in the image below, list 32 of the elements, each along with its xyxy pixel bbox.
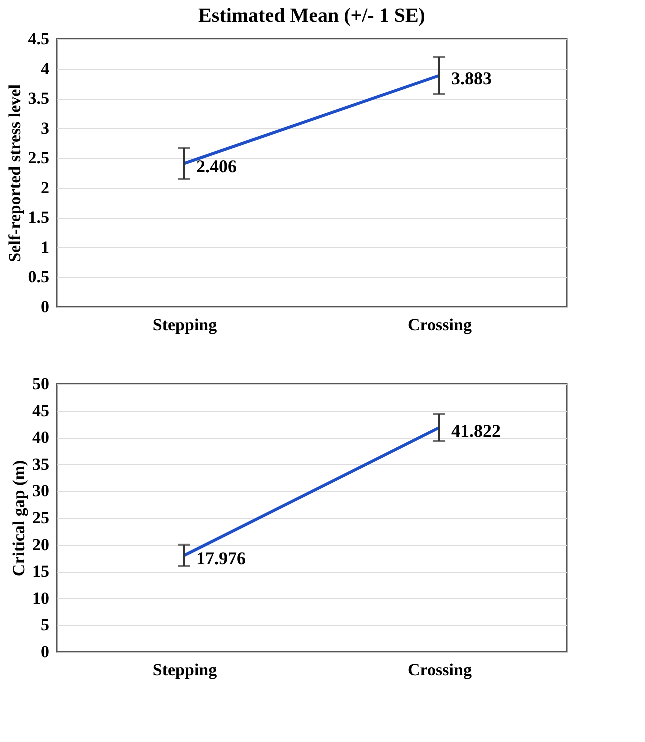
- data-label: 2.406: [196, 156, 237, 177]
- y-tick-label: 25: [32, 508, 50, 528]
- chart-title: Estimated Mean (+/- 1 SE): [198, 5, 426, 27]
- y-tick-label: 35: [32, 454, 50, 474]
- y-axis-title: Self-reported stress level: [5, 84, 24, 262]
- y-tick-label: 5: [41, 616, 50, 635]
- x-tick-label: Stepping: [152, 660, 218, 680]
- x-tick-label: Crossing: [408, 660, 472, 680]
- y-tick-label: 0.5: [28, 268, 50, 287]
- y-tick-label: 0: [41, 298, 50, 316]
- y-tick-label: 4.5: [28, 30, 50, 48]
- y-tick-label: 20: [32, 535, 50, 554]
- y-tick-label: 1: [41, 238, 50, 257]
- y-tick-label: 2.5: [28, 148, 50, 168]
- y-tick-label: 10: [32, 588, 50, 608]
- y-tick-label: 15: [32, 562, 50, 582]
- y-tick-label: 3.5: [28, 89, 50, 108]
- data-label: 3.883: [452, 68, 492, 89]
- y-tick-label: 40: [32, 428, 50, 448]
- data-label: 41.822: [452, 420, 501, 441]
- y-tick-label: 45: [32, 401, 50, 420]
- y-tick-label: 3: [41, 118, 50, 138]
- x-tick-label: Stepping: [152, 316, 218, 334]
- y-tick-label: 30: [32, 482, 50, 501]
- y-axis-title: Critical gap (m): [10, 460, 28, 577]
- data-label: 17.976: [196, 548, 246, 569]
- y-tick-label: 1.5: [28, 208, 50, 228]
- y-tick-label: 50: [32, 374, 50, 394]
- y-tick-label: 4: [41, 59, 50, 78]
- y-tick-label: 0: [41, 642, 50, 662]
- y-tick-label: 2: [41, 178, 50, 198]
- x-tick-label: Crossing: [408, 316, 472, 334]
